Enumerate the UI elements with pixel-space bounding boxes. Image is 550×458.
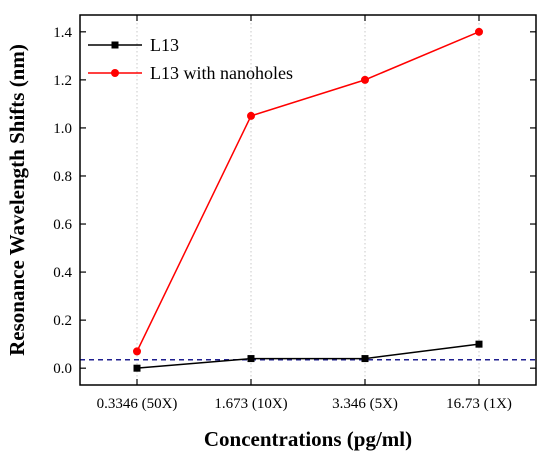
y-tick-label: 1.4 [53, 25, 72, 41]
y-tick-label: 1.2 [53, 73, 72, 89]
x-tick-label: 3.346 (5X) [332, 396, 398, 412]
data-point [133, 347, 141, 356]
x-tick-label: 1.673 (10X) [214, 396, 287, 412]
data-point [247, 111, 255, 120]
y-axis-title: Resonance Wavelength Shifts (nm) [5, 44, 29, 356]
legend-label: L13 with nanoholes [150, 63, 293, 83]
series-line [136, 343, 480, 369]
legend: L13 L13 with nanoholes [88, 35, 293, 83]
legend-marker [111, 69, 119, 77]
y-axis-ticks: 0.0 0.2 0.4 0.6 0.8 1.0 1.2 1.4 [53, 25, 536, 377]
data-point [475, 27, 483, 36]
y-tick-label: 1.0 [53, 121, 72, 137]
data-point [133, 364, 141, 372]
y-tick-label: 0.2 [53, 313, 72, 329]
x-tick-label: 16.73 (1X) [446, 396, 512, 412]
y-tick-label: 0.8 [53, 169, 72, 185]
data-point [361, 75, 369, 84]
x-axis-ticks: 0.3346 (50X) 1.673 (10X) 3.346 (5X) 16.73 (… [97, 15, 512, 412]
data-point [475, 340, 483, 348]
plot-frame [79, 14, 537, 386]
x-axis-title: Concentrations (pg/ml) [204, 427, 412, 451]
data-point [361, 355, 369, 363]
y-tick-label: 0.6 [53, 217, 72, 233]
data-point [247, 355, 255, 363]
y-tick-label: 0.4 [53, 265, 72, 281]
series-line [136, 31, 480, 352]
vertical-gridlines [136, 15, 480, 385]
series-layer [133, 27, 483, 372]
y-tick-label: 0.0 [53, 361, 72, 377]
legend-marker [111, 41, 119, 49]
legend-label: L13 [150, 35, 179, 55]
x-tick-label: 0.3346 (50X) [97, 396, 178, 412]
